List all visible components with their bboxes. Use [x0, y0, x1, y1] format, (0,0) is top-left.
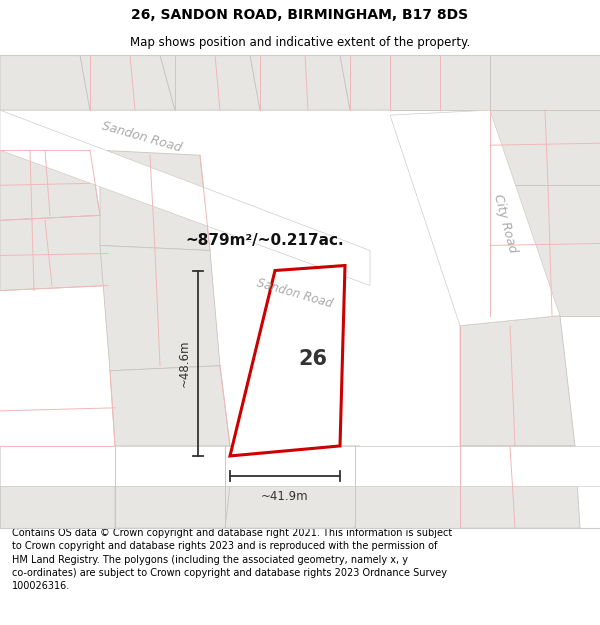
Text: ~48.6m: ~48.6m — [178, 339, 191, 387]
Polygon shape — [80, 55, 175, 110]
Polygon shape — [115, 486, 230, 528]
Text: Sandon Road: Sandon Road — [256, 276, 334, 311]
Polygon shape — [0, 486, 115, 528]
Polygon shape — [490, 185, 600, 316]
Text: 26: 26 — [298, 349, 327, 369]
Polygon shape — [340, 55, 440, 110]
Polygon shape — [0, 110, 370, 286]
Polygon shape — [250, 55, 350, 110]
Polygon shape — [355, 446, 460, 528]
Polygon shape — [110, 366, 230, 446]
Text: Sandon Road: Sandon Road — [100, 119, 183, 155]
Polygon shape — [100, 150, 210, 251]
Polygon shape — [390, 110, 560, 326]
Polygon shape — [225, 446, 360, 528]
Polygon shape — [160, 55, 260, 110]
Text: ~41.9m: ~41.9m — [261, 489, 309, 502]
Polygon shape — [0, 446, 600, 486]
Polygon shape — [490, 55, 600, 110]
Polygon shape — [0, 216, 108, 291]
Text: City Road: City Road — [491, 192, 519, 254]
Polygon shape — [390, 55, 490, 110]
Polygon shape — [490, 110, 600, 185]
Polygon shape — [230, 266, 345, 456]
Text: ~879m²/~0.217ac.: ~879m²/~0.217ac. — [185, 233, 344, 248]
Text: Contains OS data © Crown copyright and database right 2021. This information is : Contains OS data © Crown copyright and d… — [12, 528, 452, 591]
Polygon shape — [0, 55, 90, 110]
Text: 26, SANDON ROAD, BIRMINGHAM, B17 8DS: 26, SANDON ROAD, BIRMINGHAM, B17 8DS — [131, 8, 469, 22]
Polygon shape — [460, 316, 575, 446]
Polygon shape — [0, 150, 100, 221]
Polygon shape — [100, 246, 220, 371]
Text: Map shows position and indicative extent of the property.: Map shows position and indicative extent… — [130, 36, 470, 49]
Polygon shape — [460, 446, 580, 528]
